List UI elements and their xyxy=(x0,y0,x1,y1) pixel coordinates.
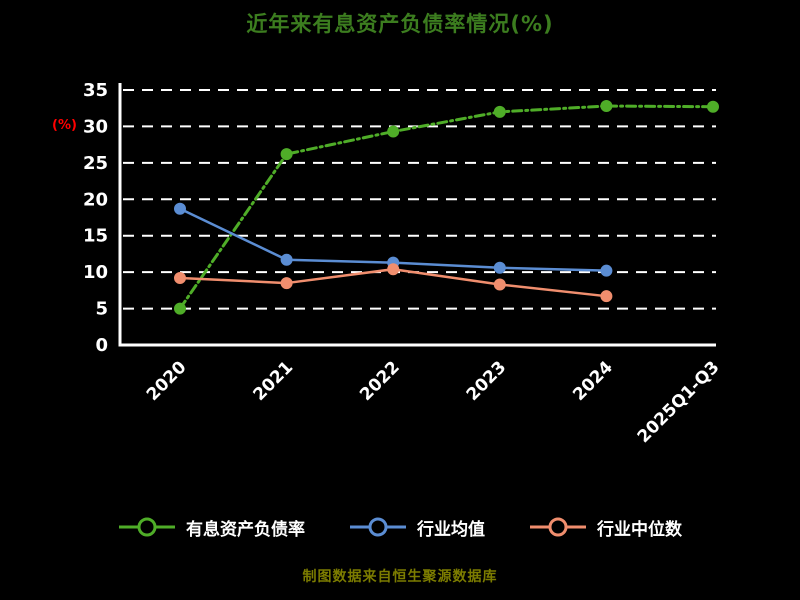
legend: 有息资产负债率 行业均值 行业中位数 xyxy=(0,514,800,540)
legend-item: 行业中位数 xyxy=(529,514,682,540)
svg-text:25: 25 xyxy=(83,153,108,174)
svg-text:2021: 2021 xyxy=(250,357,298,405)
legend-marker-company-icon xyxy=(119,517,175,537)
svg-text:10: 10 xyxy=(83,262,108,283)
y-axis-unit-label: (%) xyxy=(52,118,77,133)
legend-marker-industry-median-icon xyxy=(530,517,586,537)
svg-text:2022: 2022 xyxy=(356,357,404,405)
legend-item: 有息资产负债率 xyxy=(118,514,305,540)
legend-label: 有息资产负债率 xyxy=(186,519,305,540)
svg-text:5: 5 xyxy=(95,299,108,320)
svg-text:2025Q1-Q3: 2025Q1-Q3 xyxy=(634,357,724,447)
svg-text:20: 20 xyxy=(83,189,108,210)
svg-text:2020: 2020 xyxy=(143,357,191,405)
legend-label: 行业中位数 xyxy=(597,519,682,540)
svg-text:35: 35 xyxy=(83,80,108,101)
svg-text:15: 15 xyxy=(83,226,108,247)
legend-label: 行业均值 xyxy=(417,519,485,540)
chart-title: 近年来有息资产负债率情况(%) xyxy=(246,12,554,36)
svg-text:0: 0 xyxy=(95,335,108,356)
line-chart-canvas: 0 5 10 15 20 25 30 35 2020 2021 2022 2023 2024 2025Q1… xyxy=(83,80,724,447)
svg-text:2023: 2023 xyxy=(463,357,511,405)
svg-text:2024: 2024 xyxy=(569,357,617,405)
legend-item: 行业均值 xyxy=(349,514,485,540)
data-source-note: 制图数据来自恒生聚源数据库 xyxy=(302,569,498,585)
legend-marker-industry-mean-icon xyxy=(350,517,406,537)
svg-text:30: 30 xyxy=(83,116,108,137)
